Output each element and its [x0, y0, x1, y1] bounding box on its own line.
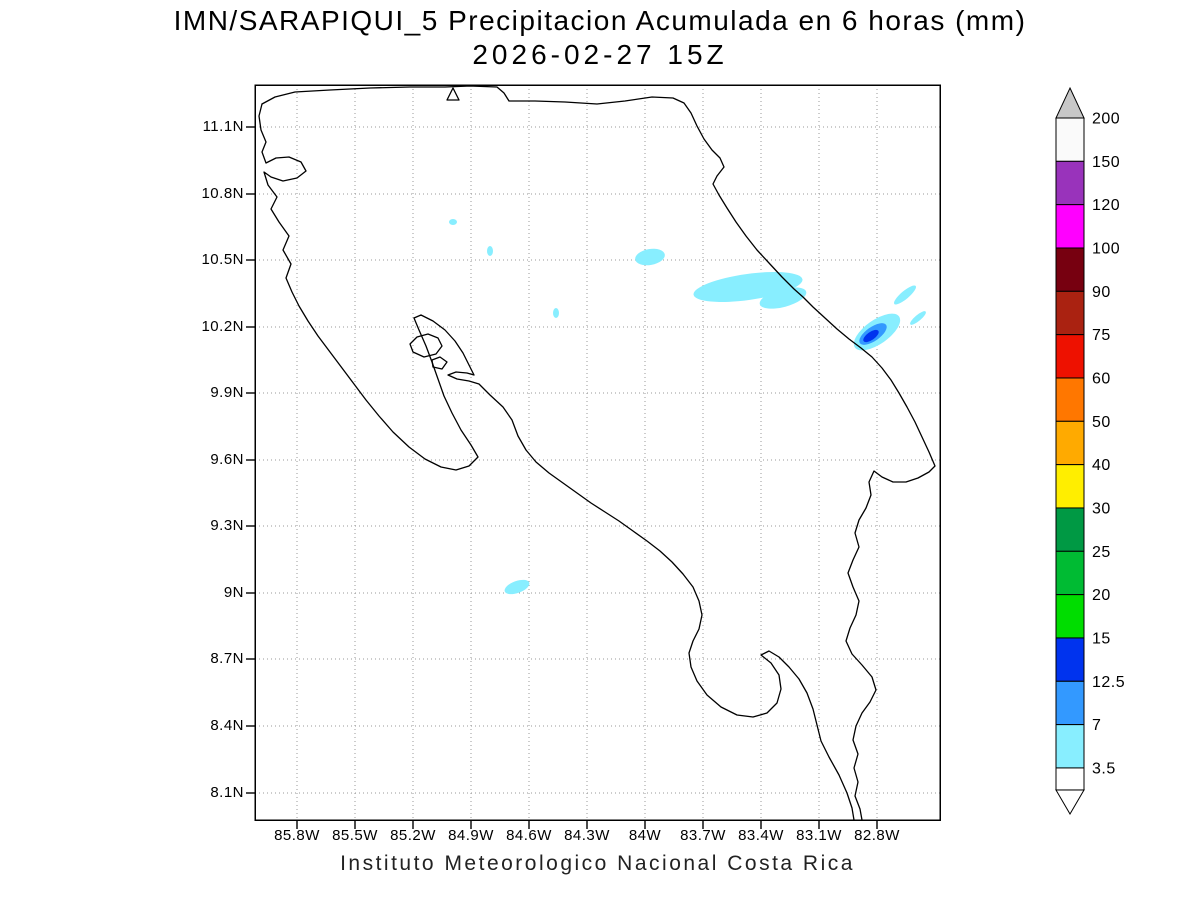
plot-frame — [254, 84, 941, 821]
colorbar-tick-label: 30 — [1092, 500, 1111, 517]
precip-patch — [759, 287, 807, 309]
colorbar-tick-label: 100 — [1092, 240, 1120, 257]
lat-tick-label: 11.1N — [202, 118, 244, 135]
colorbar-bottom-arrow — [1055, 789, 1085, 815]
precip-patch — [910, 311, 926, 325]
colorbar-segment — [1055, 204, 1085, 249]
lat-tick-label: 10.8N — [201, 185, 244, 202]
lat-tick-label: 8.7N — [210, 650, 244, 667]
pacific-coastline — [258, 103, 855, 821]
colorbar-tick-label: 50 — [1092, 414, 1111, 431]
lat-tick-label: 8.4N — [210, 717, 244, 734]
lon-tick-label: 84.6W — [506, 827, 552, 844]
lat-tick-label: 8.1N — [210, 784, 244, 801]
colorbar-segment — [1055, 594, 1085, 639]
map-plot — [246, 84, 941, 829]
colorbar-segment — [1055, 724, 1085, 769]
precip-patch — [504, 579, 530, 595]
map-title: IMN/SARAPIQUI_5 Precipitacion Acumulada … — [173, 5, 1027, 36]
colorbar-segment — [1055, 290, 1085, 336]
colorbar-segment — [1055, 680, 1085, 726]
colorbar-segment — [1055, 247, 1085, 292]
precip-patch — [449, 219, 457, 225]
colorbar-tick-label: 40 — [1092, 457, 1111, 474]
colorbar-tick-label: 200 — [1092, 111, 1120, 128]
precip-patch — [553, 308, 559, 318]
lon-tick-label: 83.7W — [680, 827, 726, 844]
lon-tick-label: 85.5W — [332, 827, 378, 844]
lon-tick-label: 84W — [628, 827, 662, 844]
small-island-outline — [431, 356, 448, 370]
colorbar-segment — [1055, 377, 1085, 422]
precip-patch — [635, 248, 665, 266]
colorbar-segment — [1055, 507, 1085, 552]
lat-tick-label: 9.9N — [210, 384, 244, 401]
lon-tick-label: 83.4W — [738, 827, 784, 844]
coastline-layer — [258, 85, 936, 821]
lat-tick-label: 9N — [223, 584, 244, 601]
colorbar-segment — [1055, 464, 1085, 509]
colorbar-tick-label: 60 — [1092, 370, 1111, 387]
lon-tick-label: 83.1W — [796, 827, 842, 844]
axis-ticks — [246, 126, 878, 829]
colorbar-tick-label: 15 — [1092, 630, 1111, 647]
precip-patch — [487, 246, 493, 256]
title-block: IMN/SARAPIQUI_5 Precipitacion Acumulada … — [0, 5, 1200, 71]
colorbar-tick-label: 120 — [1092, 197, 1120, 214]
colorbar-tick-label: 150 — [1092, 154, 1120, 171]
lon-tick-label: 82.8W — [854, 827, 900, 844]
footer-credit: Instituto Meteorologico Nacional Costa R… — [340, 852, 855, 875]
lat-tick-label: 10.5N — [201, 251, 244, 268]
colorbar-segment — [1055, 160, 1085, 206]
colorbar-segment — [1055, 420, 1085, 466]
nicaragua-border-caribbean-coast-panama-border — [261, 85, 936, 821]
isla-chira-outline — [409, 333, 443, 358]
colorbar-top-arrow — [1055, 86, 1085, 119]
lon-tick-label: 85.8W — [274, 827, 320, 844]
precip-patch — [863, 329, 879, 343]
colorbar-tick-label: 3.5 — [1092, 760, 1116, 777]
lon-tick-label: 84.3W — [564, 827, 610, 844]
colorbar-tick-label: 12.5 — [1092, 674, 1125, 691]
colorbar-tick-label: 75 — [1092, 327, 1111, 344]
colorbar-segment — [1055, 550, 1085, 596]
colorbar-segment — [1055, 767, 1085, 791]
colorbar-tick-label: 7 — [1092, 717, 1101, 734]
colorbar-segment — [1055, 637, 1085, 682]
lon-tick-label: 84.9W — [448, 827, 494, 844]
lon-tick-label: 85.2W — [390, 827, 436, 844]
map-subtitle-datetime: 2026-02-27 15Z — [472, 39, 728, 70]
triangle-marker — [446, 87, 460, 101]
lat-tick-label: 9.6N — [210, 451, 244, 468]
colorbar-tick-label: 25 — [1092, 544, 1111, 561]
colorbar-segment — [1055, 117, 1085, 162]
grid-lines — [255, 85, 940, 820]
lat-tick-label: 9.3N — [210, 517, 244, 534]
colorbar-tick-label: 20 — [1092, 587, 1111, 604]
precip-patch — [893, 285, 917, 305]
lat-tick-label: 10.2N — [201, 318, 244, 335]
colorbar-segment — [1055, 334, 1085, 379]
precipitation-patches — [449, 219, 926, 595]
colorbar-tick-label: 90 — [1092, 284, 1111, 301]
precipitation-colorbar: 200 150 120 100 90 75 60 50 40 30 25 20 15 12.5 7 3.5 — [1055, 86, 1125, 815]
